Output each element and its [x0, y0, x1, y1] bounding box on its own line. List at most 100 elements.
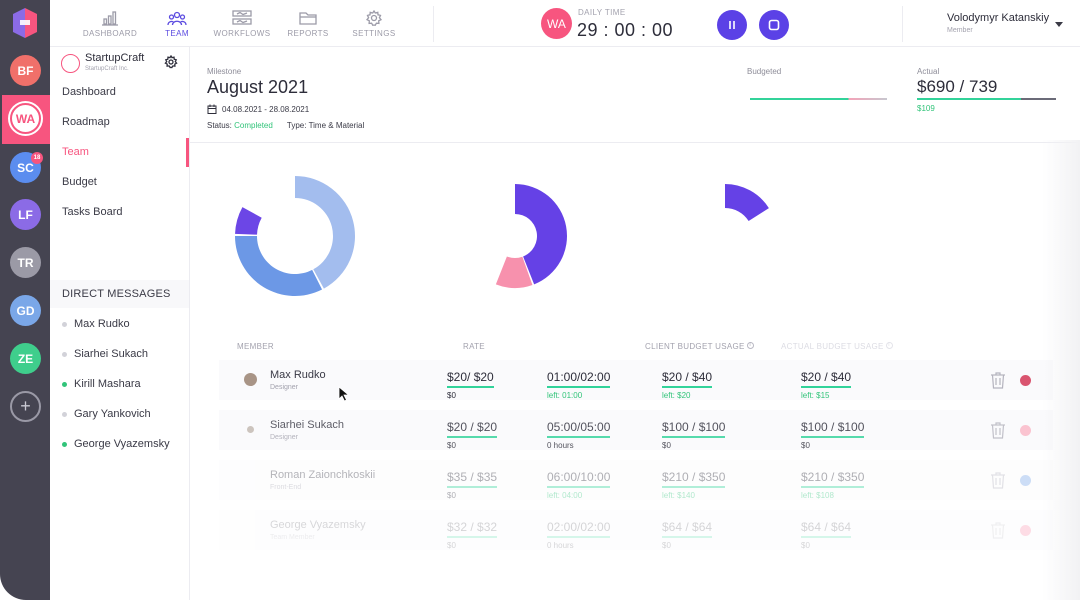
mouse-cursor-icon: [338, 386, 350, 402]
menu-tasks-board[interactable]: Tasks Board: [62, 206, 123, 218]
org-subtitle: StartupCraft Inc.: [85, 66, 129, 72]
trash-icon[interactable]: [990, 422, 1006, 439]
rate-sub: $0: [447, 391, 456, 400]
nav-workflows[interactable]: WORKFLOWS: [207, 10, 277, 38]
trash-icon[interactable]: [990, 472, 1006, 489]
member-color-dot[interactable]: [1020, 475, 1031, 486]
actual-budget-sub: left: $108: [801, 491, 834, 500]
rate-cell: $35 / $35 $0: [447, 468, 498, 500]
member-color-dot[interactable]: [1020, 525, 1031, 536]
workspace-rail: BF WA SC 18 LF TR GD ZE +: [0, 0, 50, 600]
user-name[interactable]: Volodymyr Katanskiy: [947, 12, 1050, 24]
actual-budget-value: $20 / $40: [801, 370, 852, 388]
direct-messages-header: DIRECT MESSAGES: [50, 280, 189, 308]
avatar-initials: LF: [18, 207, 33, 222]
date-range: 04.08.2021 - 28.08.2021: [222, 104, 310, 114]
gear-icon: [365, 10, 383, 26]
column-header-member: MEMBER: [237, 342, 274, 351]
daily-time-label: DAILY TIME: [578, 8, 626, 17]
member-name: Siarhei Sukach: [270, 419, 344, 431]
client-budget-value: $210 / $350: [662, 470, 726, 488]
pause-button[interactable]: [717, 10, 747, 40]
actual-budget-value: $64 / $64: [801, 520, 852, 538]
client-budget-cell: $100 / $100 $0: [662, 418, 726, 450]
budgeted-label: Budgeted: [747, 67, 782, 76]
actual-value: $690 / 739: [917, 77, 998, 96]
bar-chart-icon: [102, 11, 118, 26]
milestone-title[interactable]: August 2021: [207, 77, 309, 97]
dm-name: Kirill Mashara: [74, 378, 141, 390]
dm-item-george-vyazemsky[interactable]: George Vyazemsky: [62, 438, 170, 450]
workspace-avatar-gd[interactable]: GD: [10, 295, 41, 326]
rate-value: $32 / $32: [447, 520, 498, 538]
time-value: 01:00/02:00: [547, 370, 611, 388]
workspace-avatar-tr[interactable]: TR: [10, 247, 41, 278]
stop-button[interactable]: [759, 10, 789, 40]
nav-reports[interactable]: REPORTS: [273, 10, 343, 38]
workspace-avatar-ze[interactable]: ZE: [10, 343, 41, 374]
actual-budget-value: $210 / $350: [801, 470, 865, 488]
presence-dot: [62, 351, 67, 357]
actual-budget-cell: $100 / $100 $0: [801, 418, 865, 450]
app-logo-icon[interactable]: [11, 8, 39, 38]
milestone-status: Status: Completed Type: Time & Material: [207, 121, 364, 130]
member-color-dot[interactable]: [1020, 375, 1031, 386]
donut-two-segment[interactable]: [515, 184, 567, 285]
dm-item-siarhei-sukach[interactable]: Siarhei Sukach: [62, 348, 148, 360]
workspace-avatar-lf[interactable]: LF: [10, 199, 41, 230]
rate-sub: $0: [447, 491, 456, 500]
donut-three-segment[interactable]: [725, 184, 769, 221]
info-icon[interactable]: i: [885, 342, 893, 349]
top-bar: DASHBOARD TEAM WORKFLOWS REPORTS SETTING…: [50, 0, 1080, 47]
gear-icon[interactable]: [164, 55, 178, 69]
menu-dashboard[interactable]: Dashboard: [62, 86, 116, 98]
member-color-dot[interactable]: [1020, 425, 1031, 436]
presence-dot: [62, 441, 67, 447]
nav-label: DASHBOARD: [82, 29, 138, 38]
dm-item-gary-yankovich[interactable]: Gary Yankovich: [62, 408, 151, 420]
folder-icon: [299, 12, 317, 25]
menu-team[interactable]: Team: [62, 146, 89, 158]
table-row[interactable]: Roman Zaionchkoskii Front-End $35 / $35 $…: [219, 460, 1053, 500]
org-name[interactable]: StartupCraft: [85, 52, 145, 64]
chevron-down-icon[interactable]: [1055, 22, 1063, 27]
menu-roadmap[interactable]: Roadmap: [62, 116, 110, 128]
pause-icon: [729, 21, 735, 29]
donut-two-segment[interactable]: [495, 256, 533, 288]
client-budget-value: $100 / $100: [662, 420, 726, 438]
workspace-avatar-bf[interactable]: BF: [10, 55, 41, 86]
table-row[interactable]: George Vyazemsky Team Member $32 / $32 $0…: [219, 510, 1053, 550]
active-indicator: [186, 138, 189, 167]
nav-settings[interactable]: SETTINGS: [339, 10, 409, 38]
info-icon[interactable]: i: [746, 342, 754, 349]
trash-icon[interactable]: [990, 372, 1006, 389]
member-role: Front-End: [270, 484, 302, 491]
workspace-avatar-wa[interactable]: WA: [10, 103, 41, 134]
divider: [433, 6, 434, 42]
donut-charts: [235, 176, 769, 296]
status-value: Completed: [234, 121, 273, 130]
donut-one-segment[interactable]: [235, 207, 262, 235]
nav-team[interactable]: TEAM: [142, 10, 212, 38]
client-budget-value: $20 / $40: [662, 370, 713, 388]
add-workspace-button[interactable]: +: [10, 391, 41, 422]
nav-dashboard[interactable]: DASHBOARD: [75, 10, 145, 38]
menu-budget[interactable]: Budget: [62, 176, 97, 188]
dm-item-max-rudko[interactable]: Max Rudko: [62, 318, 130, 330]
plus-icon: +: [20, 396, 31, 416]
dm-item-kirill-mashara[interactable]: Kirill Mashara: [62, 378, 141, 390]
column-header-client-budget: CLIENT BUDGET USAGE i: [645, 342, 754, 351]
type-value: Time & Material: [308, 121, 365, 130]
time-sub: left: 04:00: [547, 491, 583, 500]
member-role: Designer: [270, 384, 299, 391]
divider: [902, 6, 903, 42]
donut-one-segment[interactable]: [295, 176, 356, 289]
rate-cell: $20 / $20 $0: [447, 418, 498, 450]
project-sidebar: StartupCraft StartupCraft Inc. Dashboard…: [50, 47, 190, 600]
table-row[interactable]: Max Rudko Designer $20/ $20 $0 01:00/02:0…: [219, 360, 1053, 400]
trash-icon[interactable]: [990, 522, 1006, 539]
dm-name: Max Rudko: [74, 318, 130, 330]
actual-budget-sub: left: $15: [801, 391, 830, 400]
donut-one-segment[interactable]: [235, 236, 323, 296]
table-row[interactable]: Siarhei Sukach Designer $20 / $20 $0 05:0…: [219, 410, 1053, 450]
